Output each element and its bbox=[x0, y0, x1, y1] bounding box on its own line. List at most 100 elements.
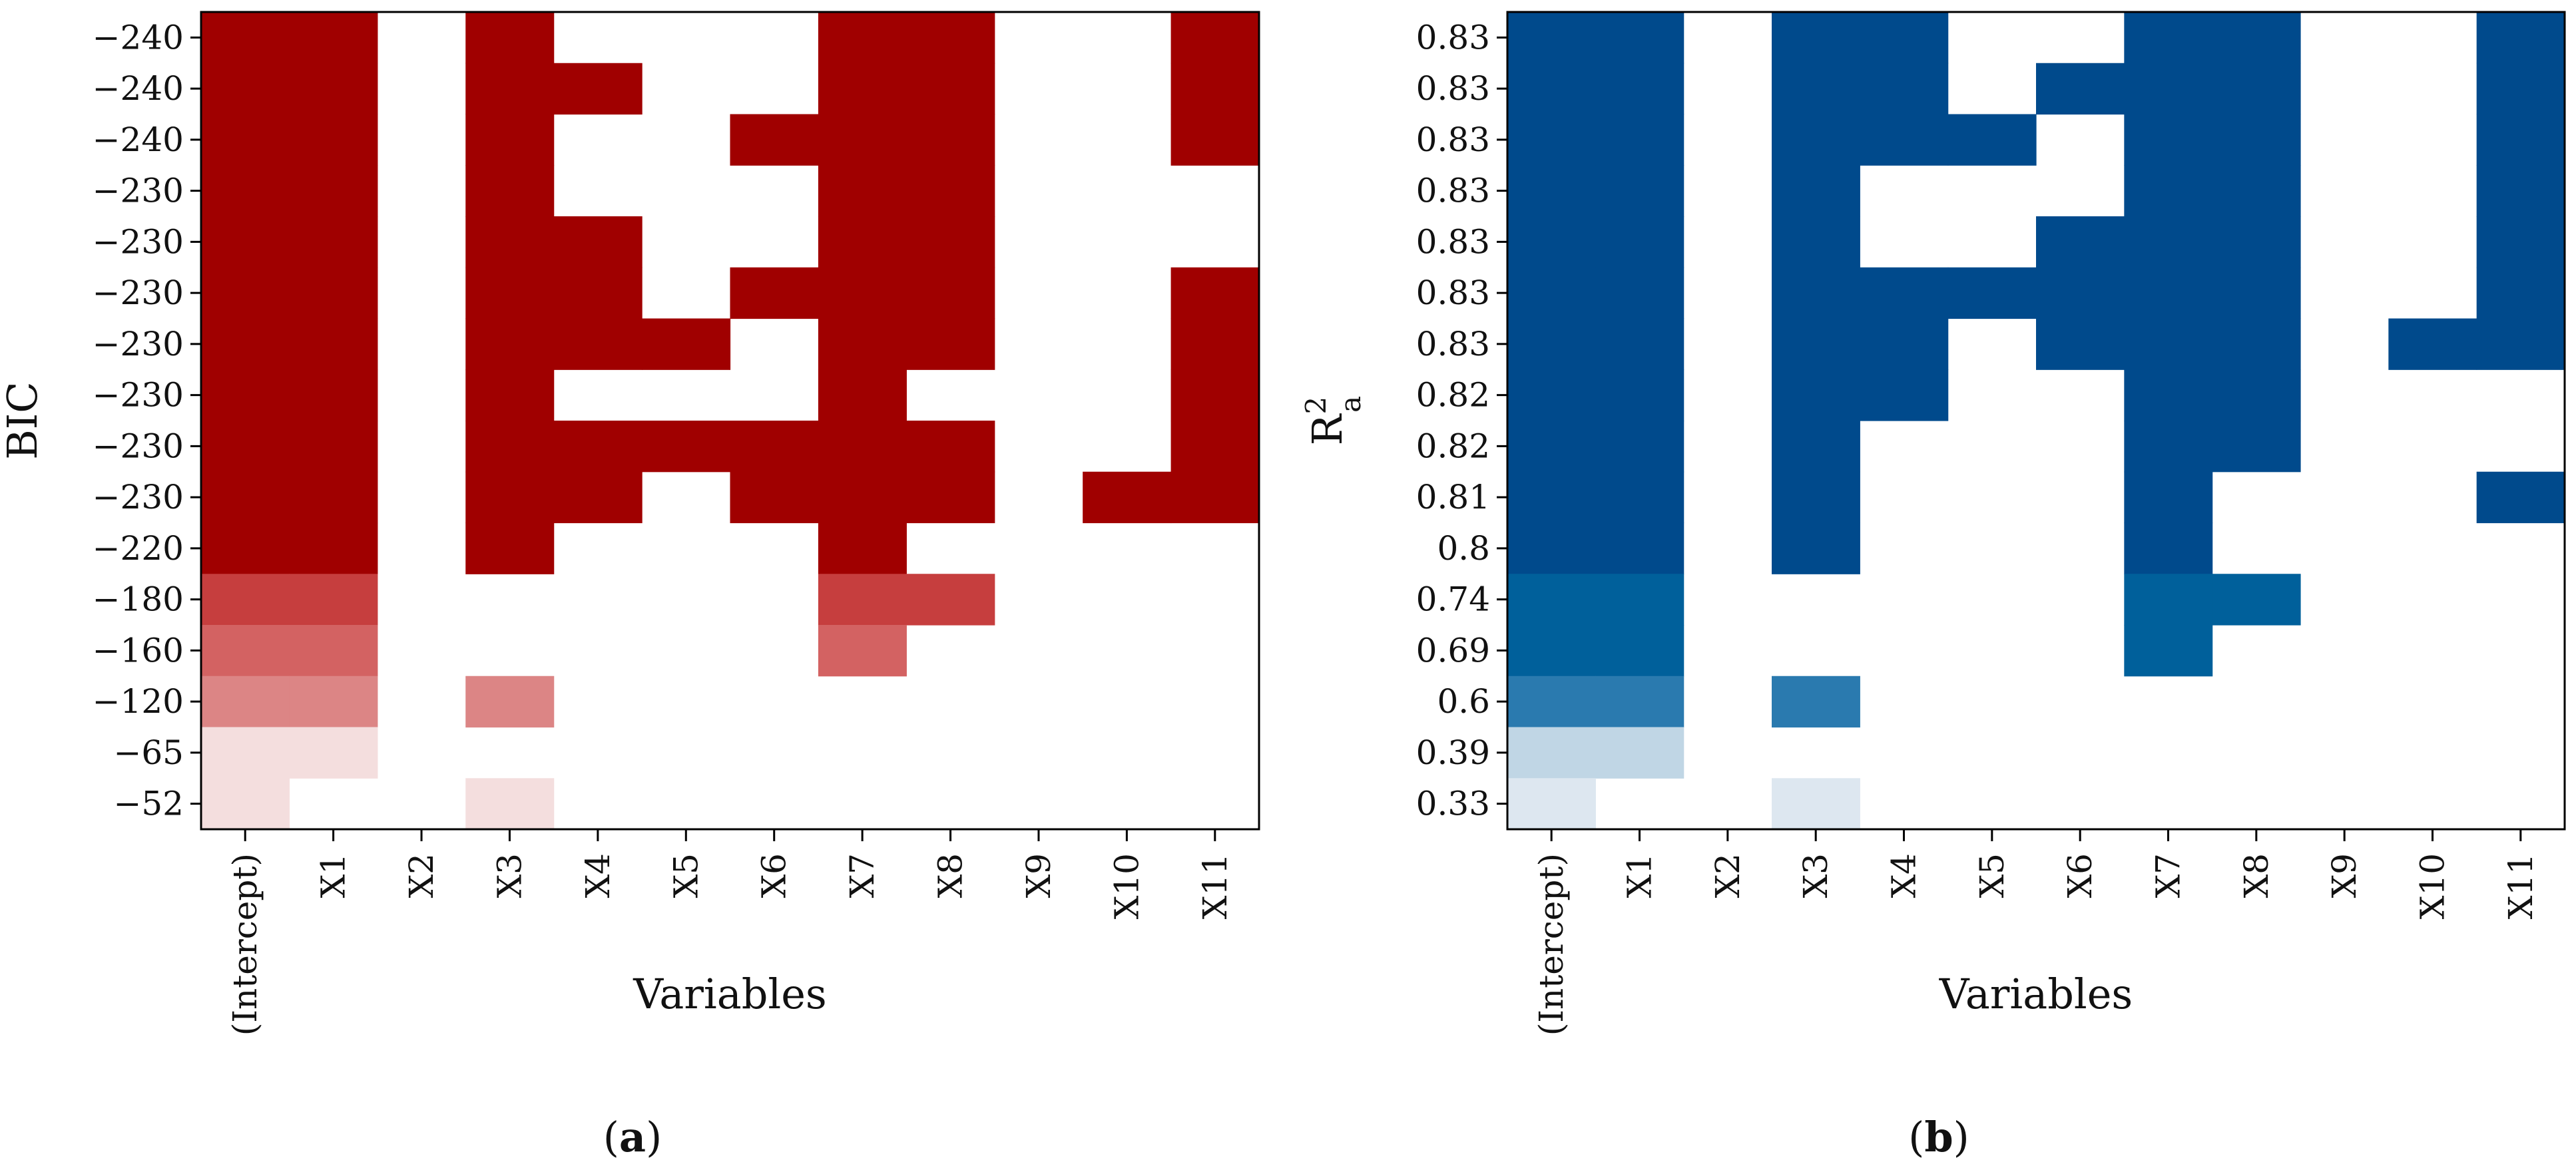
x-tick-label: X9 bbox=[2325, 853, 2364, 898]
heatmap-cell bbox=[553, 318, 643, 370]
x-tick-label: X6 bbox=[2061, 853, 2099, 898]
x-tick-label: X3 bbox=[1796, 853, 1835, 898]
heatmap-cell bbox=[2124, 471, 2213, 524]
panel-a-bic-heatmap: −240 −240 −240 −230 −230 −230 −230 −230 −230 −230… bbox=[0, 11, 1260, 1161]
heatmap-cell bbox=[2212, 421, 2301, 473]
heatmap-cell bbox=[1595, 216, 1684, 268]
heatmap-cell bbox=[289, 267, 378, 319]
heatmap-cell bbox=[730, 267, 819, 319]
heatmap-cell bbox=[1860, 114, 1949, 166]
y-tick-label: 0.82 bbox=[1416, 427, 1490, 465]
heatmap-cell bbox=[201, 318, 290, 370]
x-tick-label: X2 bbox=[402, 853, 441, 898]
heatmap-cell bbox=[1507, 63, 1596, 115]
panel-caption: (a) bbox=[603, 1113, 662, 1161]
heatmap-cell bbox=[553, 267, 643, 319]
y-tick-label: 0.83 bbox=[1416, 120, 1490, 159]
y-tick-label: −230 bbox=[93, 427, 184, 465]
heatmap-cell bbox=[2124, 369, 2213, 421]
y-tick-label: 0.82 bbox=[1416, 376, 1490, 415]
y-tick-label: −230 bbox=[93, 274, 184, 312]
x-tick-label: X2 bbox=[1708, 853, 1747, 898]
heatmap-cell bbox=[1083, 471, 1172, 524]
x-tick-label: X6 bbox=[755, 853, 794, 898]
heatmap-cell bbox=[906, 421, 995, 473]
heatmap-cell bbox=[1507, 574, 1596, 626]
heatmap-cell bbox=[2212, 369, 2301, 421]
heatmap-cell bbox=[2212, 216, 2301, 268]
heatmap-cell bbox=[1947, 267, 2037, 319]
heatmap-cell bbox=[201, 369, 290, 421]
y-tick-label: 0.39 bbox=[1416, 733, 1490, 772]
x-tick-label: X9 bbox=[1019, 853, 1058, 898]
heatmap-cell bbox=[1595, 114, 1684, 166]
heatmap-cell bbox=[465, 522, 555, 574]
heatmap-cell bbox=[1860, 63, 1949, 115]
heatmap-cell bbox=[1595, 63, 1684, 115]
x-axis-title: Variables bbox=[1939, 970, 2133, 1018]
heatmap-cell bbox=[1507, 114, 1596, 166]
heatmap-cell bbox=[465, 421, 555, 473]
heatmap-cell bbox=[289, 12, 378, 64]
heatmap-cell bbox=[2124, 318, 2213, 370]
heatmap-cell bbox=[1170, 12, 1260, 64]
heatmap-cell bbox=[1170, 369, 1260, 421]
heatmap-cell bbox=[906, 318, 995, 370]
heatmap-cell bbox=[1170, 114, 1260, 166]
y-tick-label: 0.83 bbox=[1416, 69, 1490, 108]
x-tick-label: X1 bbox=[1621, 853, 1659, 898]
y-tick-label: 0.83 bbox=[1416, 172, 1490, 210]
heatmap-cell bbox=[1772, 778, 1860, 830]
heatmap-cell bbox=[1772, 267, 1860, 319]
heatmap-cell bbox=[906, 574, 995, 626]
heatmap-cell bbox=[818, 165, 907, 217]
heatmap-cell bbox=[1595, 676, 1684, 728]
y-tick-label: 0.83 bbox=[1416, 325, 1490, 363]
y-tick-label: 0.83 bbox=[1416, 18, 1490, 57]
heatmap-cell bbox=[2036, 216, 2125, 268]
panel-caption-letter: a bbox=[619, 1113, 646, 1161]
heatmap-cell bbox=[1595, 727, 1684, 779]
heatmap-cell bbox=[906, 63, 995, 115]
x-tick-label: X8 bbox=[931, 853, 970, 898]
heatmap-cell bbox=[2476, 471, 2565, 524]
heatmap-cell bbox=[642, 318, 731, 370]
heatmap-cell bbox=[730, 471, 819, 524]
heatmap-cell bbox=[1595, 471, 1684, 524]
heatmap-cell bbox=[1595, 522, 1684, 574]
heatmap-cell bbox=[289, 522, 378, 574]
heatmap-cell bbox=[201, 12, 290, 64]
heatmap-cell bbox=[201, 676, 290, 728]
heatmap-cell bbox=[1772, 421, 1860, 473]
heatmap-cell bbox=[1595, 165, 1684, 217]
heatmap-cell bbox=[289, 471, 378, 524]
y-tick-label: −230 bbox=[93, 376, 184, 415]
y-axis-title: BIC bbox=[0, 381, 47, 460]
heatmap-cell bbox=[1772, 216, 1860, 268]
heatmap-cell bbox=[2124, 165, 2213, 217]
heatmap-cell bbox=[818, 12, 907, 64]
x-tick-label: X10 bbox=[1107, 853, 1146, 919]
panel-caption-letter: b bbox=[1924, 1113, 1953, 1161]
heatmap-cell bbox=[289, 63, 378, 115]
heatmap-cell bbox=[2124, 267, 2213, 319]
y-tick-label: 0.6 bbox=[1437, 682, 1490, 721]
x-tick-label: X5 bbox=[666, 853, 705, 898]
heatmap-cell bbox=[201, 727, 290, 779]
y-tick-label: −120 bbox=[93, 682, 184, 721]
panel-b-adjusted-r2-heatmap: 0.830.830.830.830.830.830.830.820.820.81… bbox=[1300, 11, 2566, 1161]
y-tick-label: 0.83 bbox=[1416, 222, 1490, 261]
heatmap-cell bbox=[1772, 522, 1860, 574]
y-tick-label: −230 bbox=[93, 478, 184, 516]
y-tick-label: 0.81 bbox=[1416, 478, 1490, 516]
heatmap-cell bbox=[1595, 625, 1684, 677]
y-tick-label: 0.69 bbox=[1416, 631, 1490, 670]
panel-caption: (b) bbox=[1908, 1113, 1969, 1161]
heatmap-cell bbox=[201, 522, 290, 574]
heatmap-cell bbox=[1507, 318, 1596, 370]
heatmap-cell bbox=[818, 625, 907, 677]
plot-frame bbox=[1506, 11, 2566, 831]
heatmap-cell bbox=[1772, 676, 1860, 728]
x-tick-label: X11 bbox=[1196, 853, 1234, 919]
heatmap-cell bbox=[289, 114, 378, 166]
